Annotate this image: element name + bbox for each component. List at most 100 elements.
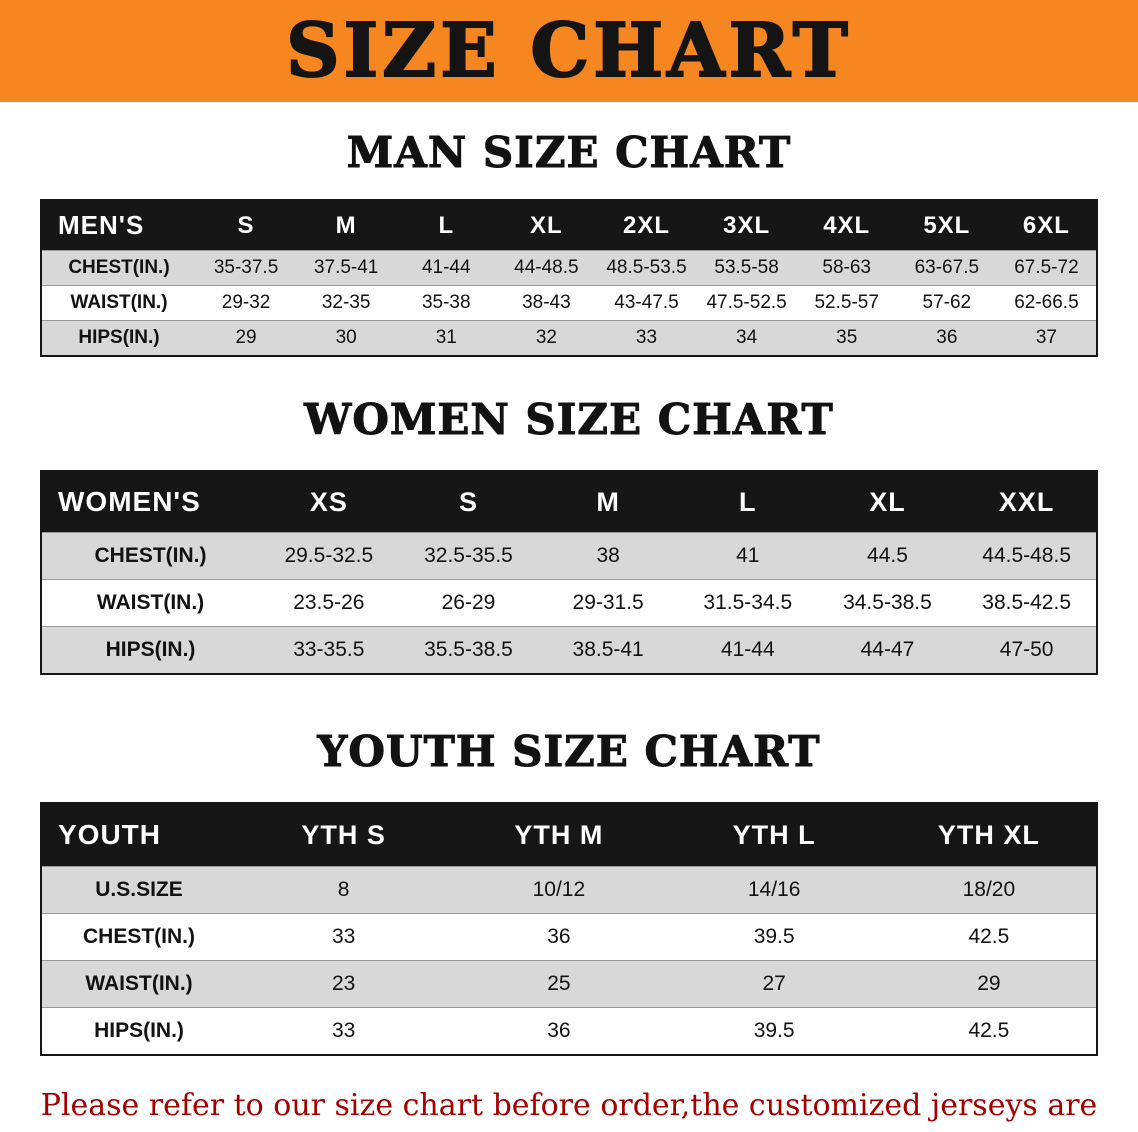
size-value: 35.5-38.5	[398, 626, 539, 674]
column-header: YTH XL	[881, 803, 1097, 867]
size-value: 29-32	[196, 285, 297, 321]
row-label: CHEST(IN.)	[41, 250, 196, 286]
row-label: U.S.SIZE	[41, 866, 236, 914]
table-row: CHEST(IN.) 29.5-32.5 32.5-35.5 38 41 44.5 44.5…	[41, 532, 1097, 580]
header-row: WOMEN'S XS S M L XL XXL	[41, 471, 1097, 533]
row-label: WAIST(IN.)	[41, 960, 236, 1008]
size-value: 37	[996, 320, 1097, 356]
size-value: 36	[451, 1007, 667, 1055]
size-value: 33	[236, 913, 452, 961]
size-value: 42.5	[881, 913, 1097, 961]
column-header: XXL	[957, 471, 1097, 533]
size-value: 29.5-32.5	[259, 532, 399, 580]
column-header: S	[398, 471, 539, 533]
section-youth: YOUTH SIZE CHART YOUTH YTH S YTH M YTH L YTH…	[0, 727, 1138, 1056]
size-value: 10/12	[451, 866, 667, 914]
header-row: YOUTH YTH S YTH M YTH L YTH XL	[41, 803, 1097, 867]
size-value: 14/16	[666, 866, 882, 914]
size-value: 26-29	[398, 579, 539, 627]
size-value: 34.5-38.5	[817, 579, 958, 627]
header-row: MEN'S S M L XL 2XL 3XL 4XL 5XL 6XL	[41, 200, 1097, 251]
column-header: YTH M	[451, 803, 667, 867]
size-value: 33	[236, 1007, 452, 1055]
size-value: 25	[451, 960, 667, 1008]
size-value: 63-67.5	[896, 250, 997, 286]
section-men: MAN SIZE CHART MEN'S S M L XL 2XL 3XL 4XL 5XL 6XL…	[0, 128, 1138, 357]
size-value: 31.5-34.5	[677, 579, 818, 627]
size-value: 35-38	[396, 285, 497, 321]
size-value: 32-35	[296, 285, 397, 321]
column-header: XL	[817, 471, 958, 533]
column-header: 4XL	[796, 200, 897, 251]
size-value: 67.5-72	[996, 250, 1097, 286]
youth-chart-heading: YOUTH SIZE CHART	[317, 727, 821, 777]
size-value: 39.5	[666, 1007, 882, 1055]
column-header: YTH L	[666, 803, 882, 867]
size-chart-banner: SIZE CHART	[0, 0, 1138, 102]
size-value: 33	[596, 320, 697, 356]
column-header: L	[396, 200, 497, 251]
table-row: HIPS(IN.) 29 30 31 32 33 34 35 36 37	[41, 320, 1097, 356]
table-row: WAIST(IN.) 29-32 32-35 35-38 38-43 43-47.5 47.…	[41, 285, 1097, 321]
size-value: 29-31.5	[538, 579, 678, 627]
size-value: 23.5-26	[259, 579, 399, 627]
column-header: M	[538, 471, 678, 533]
size-value: 47-50	[957, 626, 1097, 674]
size-value: 34	[696, 320, 797, 356]
size-value: 48.5-53.5	[596, 250, 697, 286]
size-value: 29	[196, 320, 297, 356]
size-value: 30	[296, 320, 397, 356]
size-value: 35-37.5	[196, 250, 297, 286]
size-value: 44.5	[817, 532, 958, 580]
size-value: 36	[896, 320, 997, 356]
size-value: 35	[796, 320, 897, 356]
size-value: 18/20	[881, 866, 1097, 914]
size-value: 38.5-42.5	[957, 579, 1097, 627]
size-value: 41-44	[677, 626, 818, 674]
size-value: 41-44	[396, 250, 497, 286]
row-label: CHEST(IN.)	[41, 532, 259, 580]
table-title: WOMEN'S	[41, 471, 259, 533]
size-value: 38-43	[496, 285, 597, 321]
row-label: WAIST(IN.)	[41, 579, 259, 627]
column-header: 5XL	[896, 200, 997, 251]
size-value: 8	[236, 866, 452, 914]
table-title: YOUTH	[41, 803, 236, 867]
column-header: 3XL	[696, 200, 797, 251]
size-value: 36	[451, 913, 667, 961]
column-header: XL	[496, 200, 597, 251]
size-value: 33-35.5	[259, 626, 399, 674]
size-value: 27	[666, 960, 882, 1008]
men-chart-heading: MAN SIZE CHART	[346, 128, 792, 178]
men-size-table: MEN'S S M L XL 2XL 3XL 4XL 5XL 6XL CHEST(IN.) 35-37…	[40, 199, 1098, 357]
column-header: XS	[259, 471, 399, 533]
size-value: 29	[881, 960, 1097, 1008]
row-label: HIPS(IN.)	[41, 1007, 236, 1055]
table-row: WAIST(IN.) 23.5-26 26-29 29-31.5 31.5-34.5 34…	[41, 579, 1097, 627]
size-value: 52.5-57	[796, 285, 897, 321]
size-value: 38.5-41	[538, 626, 678, 674]
column-header: M	[296, 200, 397, 251]
size-value: 62-66.5	[996, 285, 1097, 321]
table-row: U.S.SIZE 8 10/12 14/16 18/20	[41, 866, 1097, 914]
row-label: CHEST(IN.)	[41, 913, 236, 961]
size-value: 32.5-35.5	[398, 532, 539, 580]
order-policy-note-line1: Please refer to our size chart before or…	[40, 1088, 1098, 1132]
table-row: HIPS(IN.) 33-35.5 35.5-38.5 38.5-41 41-44 44-…	[41, 626, 1097, 674]
size-value: 47.5-52.5	[696, 285, 797, 321]
size-value: 31	[396, 320, 497, 356]
section-women: WOMEN SIZE CHART WOMEN'S XS S M L XL XXL CHEST(…	[0, 395, 1138, 675]
size-value: 39.5	[666, 913, 882, 961]
size-value: 38	[538, 532, 678, 580]
size-value: 23	[236, 960, 452, 1008]
size-value: 41	[677, 532, 818, 580]
table-title: MEN'S	[41, 200, 196, 251]
column-header: L	[677, 471, 818, 533]
table-row: WAIST(IN.) 23 25 27 29	[41, 960, 1097, 1008]
column-header: 6XL	[996, 200, 1097, 251]
row-label: WAIST(IN.)	[41, 285, 196, 321]
women-size-table: WOMEN'S XS S M L XL XXL CHEST(IN.) 29.5-32.5 32.5…	[40, 470, 1098, 675]
order-policy-note: Please refer to our size chart before or…	[18, 1086, 1120, 1132]
row-label: HIPS(IN.)	[41, 626, 259, 674]
size-value: 44.5-48.5	[957, 532, 1097, 580]
